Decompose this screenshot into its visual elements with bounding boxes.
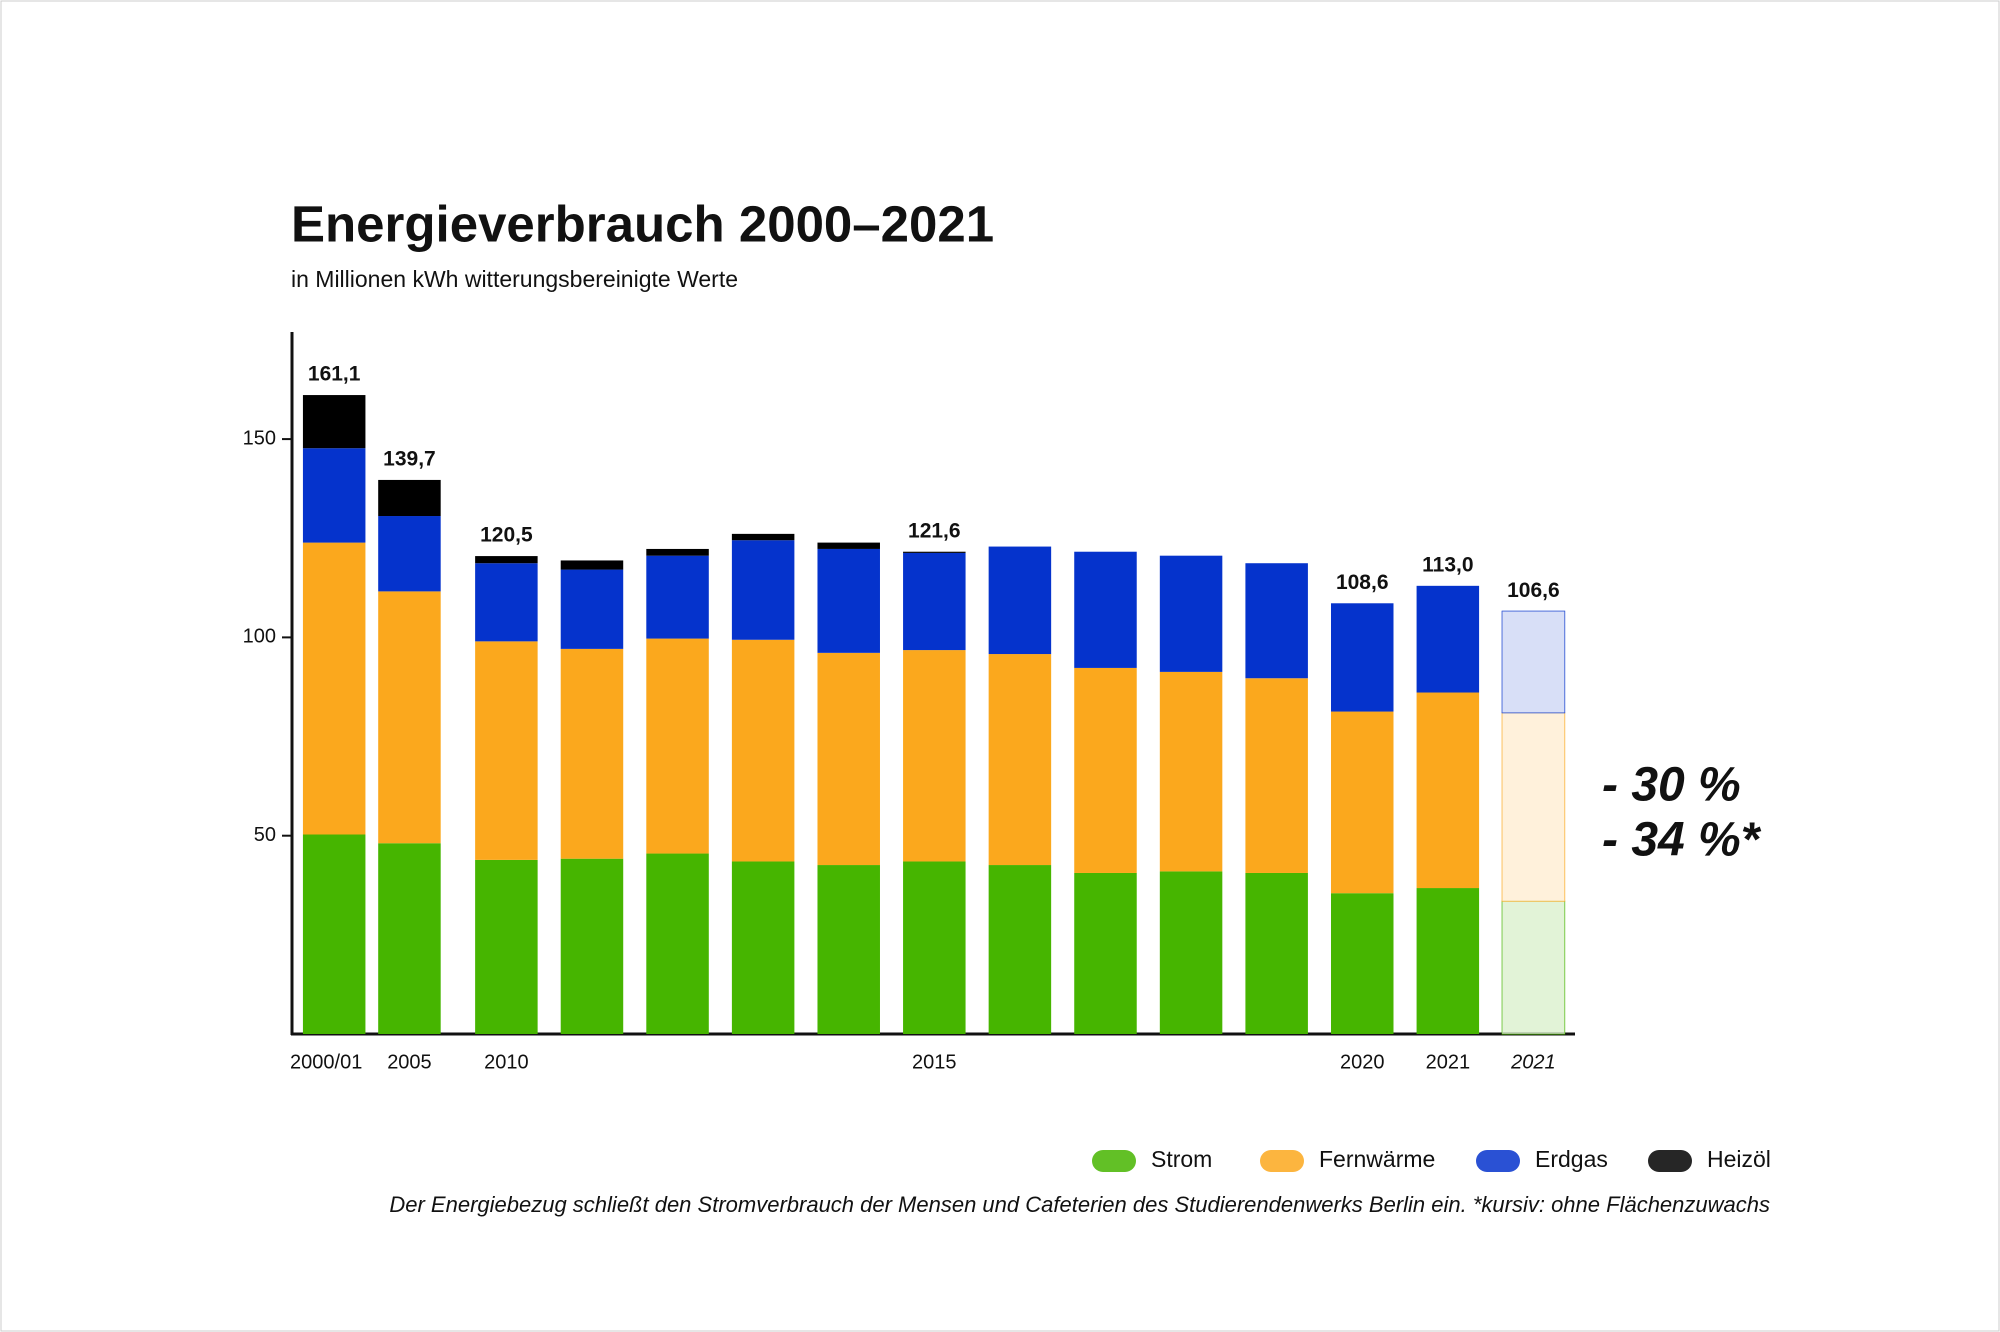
bar-segment bbox=[1330, 893, 1394, 1034]
legend-swatch bbox=[1648, 1150, 1692, 1172]
bar-segment bbox=[1330, 603, 1394, 712]
bar-segment bbox=[302, 395, 366, 449]
bar-segment bbox=[302, 542, 366, 835]
bar-segment bbox=[731, 639, 795, 862]
bar-segment bbox=[1159, 555, 1223, 672]
bar-segment bbox=[1416, 692, 1480, 889]
bar-segment bbox=[903, 552, 966, 651]
bar-segment bbox=[1245, 678, 1308, 873]
total-label: 121,6 bbox=[908, 519, 961, 542]
bar-segment bbox=[903, 650, 966, 862]
annotation: - 30 % bbox=[1602, 759, 1741, 812]
y-tick-label: 150 bbox=[243, 427, 276, 449]
bar-segment bbox=[302, 834, 366, 1034]
bar-segment bbox=[1074, 667, 1137, 873]
y-tick-label: 100 bbox=[243, 626, 276, 648]
bar-segment bbox=[1330, 711, 1394, 894]
total-label: 106,6 bbox=[1507, 579, 1560, 602]
bar-segment bbox=[731, 540, 795, 640]
bar-segment bbox=[1416, 888, 1480, 1034]
chart-title: Energieverbrauch 2000–2021 bbox=[291, 195, 994, 252]
bar-segment bbox=[378, 591, 441, 844]
x-tick-label: 2020 bbox=[1340, 1051, 1385, 1073]
bar-segment bbox=[903, 551, 966, 553]
legend-label: Erdgas bbox=[1535, 1146, 1608, 1172]
bar-segment bbox=[378, 479, 441, 517]
chart-subtitle: in Millionen kWh witterungsbereinigte We… bbox=[291, 266, 738, 292]
bar-segment bbox=[1416, 585, 1480, 693]
bar-segment bbox=[475, 859, 538, 1034]
x-tick-label: 2021 bbox=[1510, 1051, 1556, 1073]
x-tick-label: 2015 bbox=[912, 1051, 957, 1073]
total-label: 161,1 bbox=[308, 363, 361, 386]
hatch bbox=[1502, 901, 1565, 1034]
bar-segment bbox=[1245, 563, 1308, 679]
footnote: Der Energiebezug schließt den Stromverbr… bbox=[389, 1192, 1770, 1217]
bar-segment bbox=[1159, 871, 1223, 1034]
hatch bbox=[1502, 611, 1565, 713]
x-tick-label: 2010 bbox=[484, 1051, 529, 1073]
legend-label: Strom bbox=[1151, 1146, 1212, 1172]
total-label: 113,0 bbox=[1422, 553, 1473, 576]
total-label: 120,5 bbox=[480, 524, 533, 547]
bar-segment bbox=[817, 548, 880, 653]
bar-segment bbox=[560, 569, 624, 649]
bar-segment bbox=[646, 853, 709, 1034]
bar-segment bbox=[646, 555, 709, 639]
legend-label: Heizöl bbox=[1707, 1146, 1771, 1172]
bar-segment bbox=[475, 556, 538, 564]
bar-segment bbox=[646, 638, 709, 854]
legend-swatch bbox=[1476, 1150, 1520, 1172]
bar-segment bbox=[817, 865, 880, 1034]
bar-segment bbox=[731, 533, 795, 541]
annotation: - 34 %* bbox=[1602, 814, 1762, 867]
bar-segment bbox=[646, 548, 709, 556]
bar-segment bbox=[560, 560, 624, 570]
x-tick-label: 2021 bbox=[1426, 1051, 1471, 1073]
hatch bbox=[1502, 712, 1565, 902]
bar-segment bbox=[731, 861, 795, 1034]
x-tick-label: 2005 bbox=[387, 1051, 432, 1073]
bar-segment bbox=[988, 546, 1052, 655]
bar-segment bbox=[1074, 872, 1137, 1034]
bar-segment bbox=[817, 542, 880, 549]
legend-swatch bbox=[1092, 1150, 1136, 1172]
bar-segment bbox=[378, 516, 441, 592]
legend-label: Fernwärme bbox=[1319, 1146, 1435, 1172]
total-label: 139,7 bbox=[383, 447, 436, 470]
bar-segment bbox=[475, 563, 538, 642]
bar-segment bbox=[1245, 872, 1308, 1034]
legend-swatch bbox=[1260, 1150, 1304, 1172]
y-tick-label: 50 bbox=[254, 824, 276, 846]
bar-segment bbox=[560, 858, 624, 1034]
bar-segment bbox=[378, 843, 441, 1034]
bar-segment bbox=[988, 865, 1052, 1034]
total-label: 108,6 bbox=[1336, 571, 1389, 594]
bar-segment bbox=[475, 641, 538, 860]
bar-segment bbox=[903, 861, 966, 1034]
bar-segment bbox=[817, 652, 880, 866]
bar-segment bbox=[560, 648, 624, 859]
bar-segment bbox=[1074, 551, 1137, 668]
bar-segment bbox=[988, 654, 1052, 866]
x-tick-label: 2000/01 bbox=[290, 1051, 362, 1073]
bar-segment bbox=[302, 448, 366, 543]
bar-segment bbox=[1159, 671, 1223, 872]
